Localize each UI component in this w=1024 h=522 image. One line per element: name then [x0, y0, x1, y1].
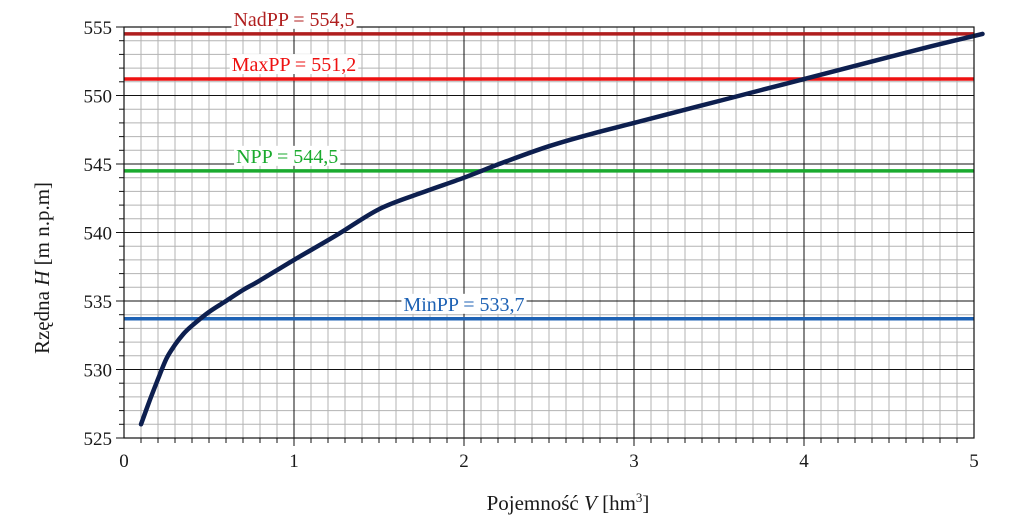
- x-tick-label: 4: [799, 451, 809, 472]
- reference-label-background: [401, 293, 527, 314]
- ticks: 0 1 2 3 4 5 525 530 535 540 545 550 555: [84, 18, 979, 472]
- reference-label-background: [234, 145, 341, 166]
- x-tick-label: 1: [289, 451, 299, 472]
- y-tick-label: 555: [84, 18, 113, 39]
- reference-labels: NadPP = 554,5 MaxPP = 551,2 NPP = 544,5 Min…: [229, 8, 527, 316]
- y-tick-label: 530: [84, 361, 113, 382]
- x-axis-label-text: Pojemność: [487, 491, 584, 515]
- reference-line-label: MinPP = 533,7: [403, 294, 524, 316]
- y-tick-label: 525: [84, 429, 113, 450]
- reference-label-background: [229, 54, 359, 75]
- x-axis-label-exponent: 3: [636, 490, 643, 505]
- y-tick-label: 545: [84, 155, 113, 176]
- x-axis-label-close: ]: [642, 491, 649, 515]
- y-axis-label-text: Rzędna: [30, 286, 54, 354]
- x-tick-label: 3: [629, 451, 639, 472]
- reference-line-label: MaxPP = 551,2: [232, 54, 356, 76]
- series-line: [138, 31, 985, 427]
- y-tick-label: 540: [84, 224, 113, 245]
- reference-label-background: [231, 8, 357, 29]
- y-axis-label: Rzędna H [m n.p.m]: [30, 182, 54, 354]
- y-axis-label-unit: [m n.p.m]: [30, 182, 54, 271]
- y-tick-label: 550: [84, 87, 113, 108]
- x-axis-label-unit: [hm: [597, 491, 636, 515]
- x-axis-label-symbol: V: [584, 491, 599, 515]
- series-layer: [138, 31, 985, 427]
- y-tick-label: 535: [84, 292, 113, 313]
- reference-line-label: NadPP = 554,5: [233, 9, 354, 31]
- y-axis-label-symbol: H: [30, 269, 54, 287]
- reference-lines: [124, 32, 974, 321]
- x-tick-label: 2: [459, 451, 469, 472]
- reference-line-label: NPP = 544,5: [236, 146, 338, 168]
- x-tick-label: 5: [969, 451, 979, 472]
- x-axis-label: Pojemność V [hm3]: [487, 490, 650, 515]
- x-tick-label: 0: [119, 451, 129, 472]
